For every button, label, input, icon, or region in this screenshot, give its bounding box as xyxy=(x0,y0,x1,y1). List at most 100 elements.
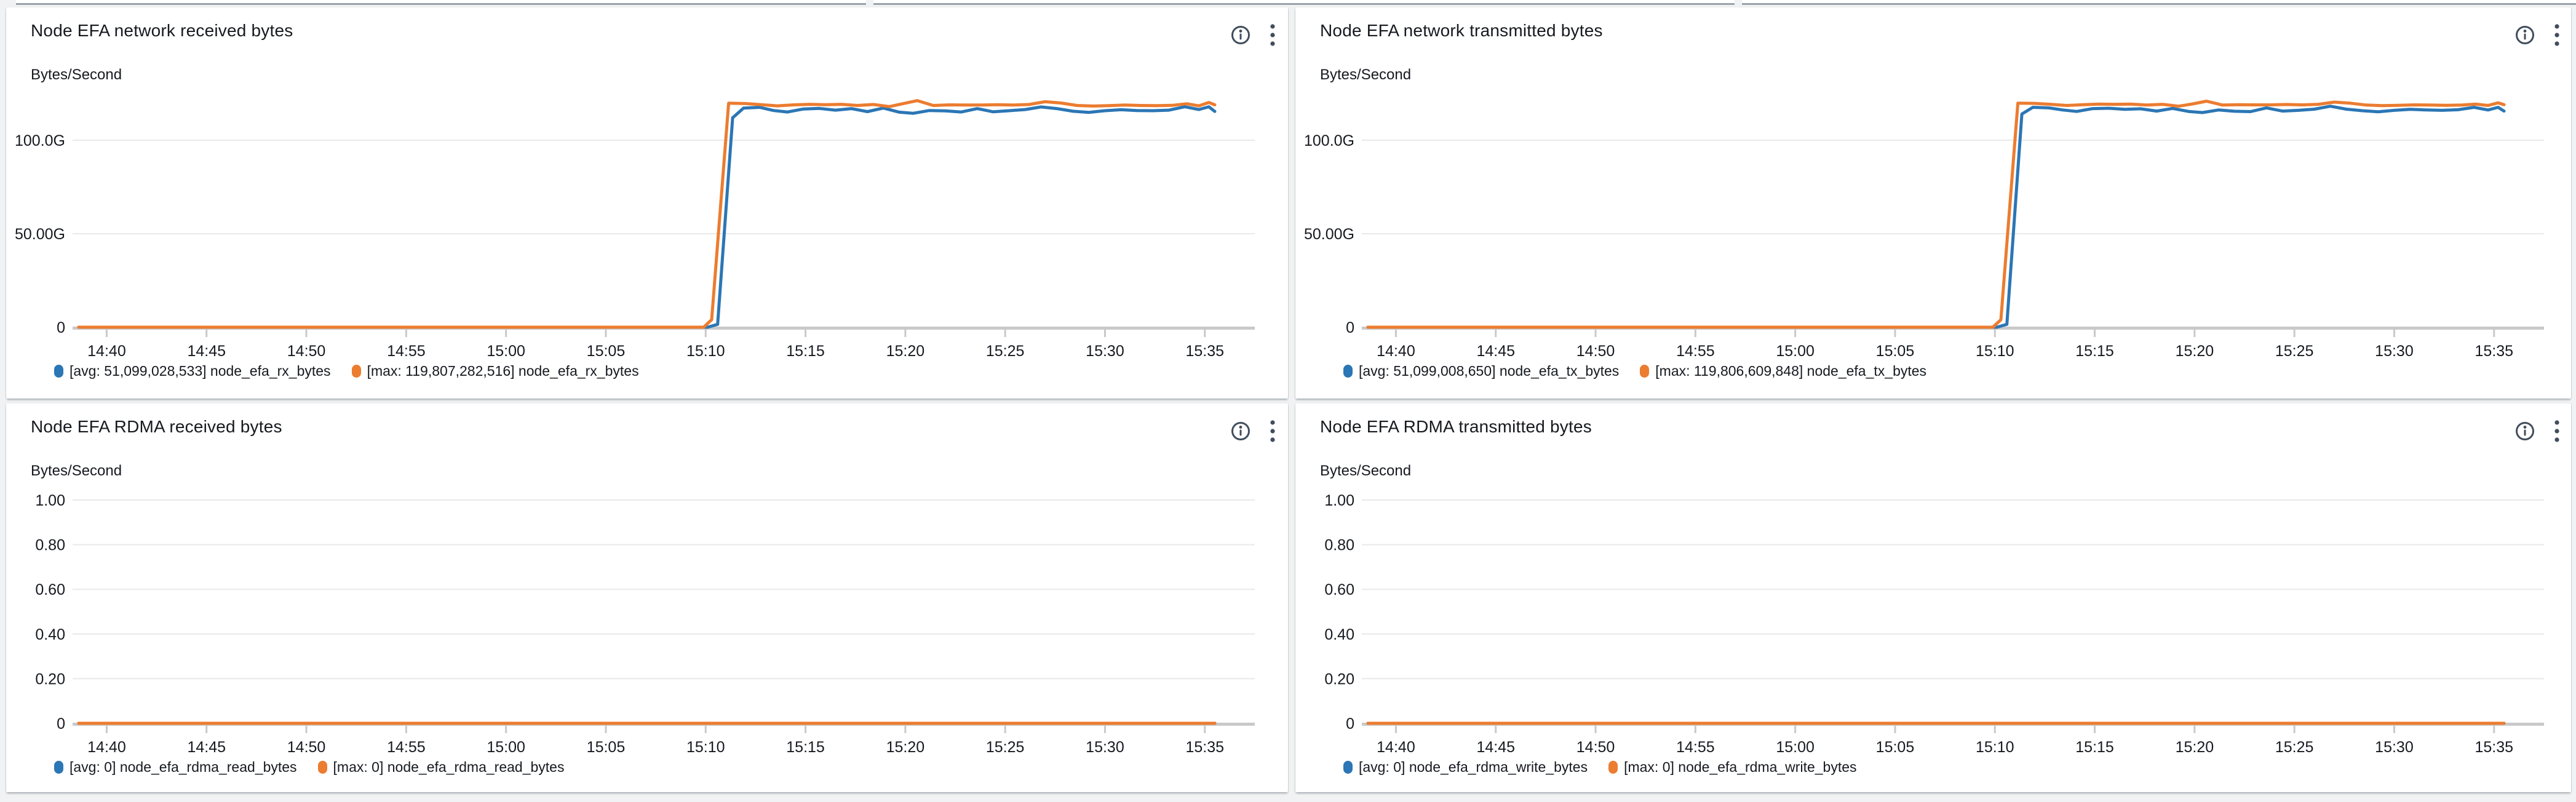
x-axis-ticks: 14:40 14:45 14:50 14:55 15:00 15:05 15:10 15:15… xyxy=(87,330,1224,360)
x-tick-label: 14:50 xyxy=(1576,739,1615,756)
y-tick-label: 0 xyxy=(57,715,65,733)
legend-label: [avg: 0] node_efa_rdma_read_bytes xyxy=(70,759,297,775)
card-above-bottom-edge xyxy=(873,0,1735,5)
y-axis-labels: 100.0G 50.00G 0 xyxy=(15,132,65,336)
legend-item[interactable]: [avg: 0] node_efa_rdma_write_bytes xyxy=(1343,759,1588,776)
legend-item[interactable]: [avg: 0] node_efa_rdma_read_bytes xyxy=(54,759,297,776)
x-tick-label: 15:35 xyxy=(1185,343,1224,360)
x-tick-label: 15:00 xyxy=(1776,343,1815,360)
kebab-menu-icon[interactable] xyxy=(2554,23,2560,47)
x-tick-label: 15:20 xyxy=(886,739,925,756)
x-tick-label: 14:40 xyxy=(1377,343,1415,360)
x-tick-label: 15:35 xyxy=(2475,343,2513,360)
x-tick-label: 15:25 xyxy=(986,739,1025,756)
legend-color-swatch xyxy=(54,761,63,774)
legend: [avg: 51,099,028,533] node_efa_rx_bytes [… xyxy=(54,363,639,379)
y-tick-label: 0 xyxy=(57,319,65,336)
legend-color-swatch xyxy=(351,365,361,378)
legend-color-swatch xyxy=(1343,761,1353,774)
chart-title: Node EFA RDMA transmitted bytes xyxy=(1320,417,1592,436)
y-tick-label: 0.80 xyxy=(1324,537,1354,554)
legend-label: [avg: 0] node_efa_rdma_write_bytes xyxy=(1359,759,1588,775)
chart-plot[interactable]: 14:40 14:45 14:50 14:55 15:00 15:05 15:10 15:15… xyxy=(6,7,1288,399)
y-tick-label: 0 xyxy=(1346,319,1354,336)
chart-title: Node EFA RDMA received bytes xyxy=(31,417,282,436)
y-tick-label: 0.60 xyxy=(1324,581,1354,598)
x-tick-label: 15:30 xyxy=(1086,343,1124,360)
info-icon[interactable] xyxy=(1230,25,1251,46)
chart-card-efa-network-transmitted: 14:40 14:45 14:50 14:55 15:00 15:05 15:10 15:15… xyxy=(1295,7,2571,399)
y-axis-labels: 1.00 0.80 0.60 0.40 0.20 0 xyxy=(1324,492,1354,733)
x-tick-label: 14:55 xyxy=(387,739,426,756)
x-tick-label: 15:05 xyxy=(587,343,626,360)
series-line-avg xyxy=(77,105,1217,329)
y-tick-label: 0.40 xyxy=(1324,626,1354,643)
x-tick-label: 15:10 xyxy=(1976,343,2014,360)
y-axis-unit-label: Bytes/Second xyxy=(1320,66,1412,83)
y-tick-label: 0.40 xyxy=(35,626,65,643)
y-tick-label: 0.60 xyxy=(35,581,65,598)
series-line-max xyxy=(1366,100,2506,329)
card-above-bottom-edge xyxy=(16,0,866,5)
legend-item[interactable]: [max: 119,806,609,848] node_efa_tx_bytes xyxy=(1640,363,1926,379)
x-tick-label: 15:10 xyxy=(686,739,725,756)
x-tick-label: 15:10 xyxy=(1976,739,2014,756)
x-tick-label: 14:55 xyxy=(1676,739,1715,756)
legend-item[interactable]: [avg: 51,099,028,533] node_efa_rx_bytes xyxy=(54,363,331,379)
chart-plot[interactable]: 14:40 14:45 14:50 14:55 15:00 15:05 15:10 15:15… xyxy=(1295,403,2571,792)
x-tick-label: 15:30 xyxy=(2375,739,2414,756)
legend-label: [max: 0] node_efa_rdma_read_bytes xyxy=(333,759,565,775)
x-tick-label: 15:20 xyxy=(886,343,925,360)
legend-label: [avg: 51,099,008,650] node_efa_tx_bytes xyxy=(1359,363,1620,379)
x-axis-ticks: 14:40 14:45 14:50 14:55 15:00 15:05 15:10 15:15… xyxy=(1377,726,2513,756)
y-axis-unit-label: Bytes/Second xyxy=(31,463,122,479)
legend-label: [max: 0] node_efa_rdma_write_bytes xyxy=(1624,759,1857,775)
chart-card-efa-rdma-transmitted: 14:40 14:45 14:50 14:55 15:00 15:05 15:10 15:15… xyxy=(1295,403,2571,792)
x-tick-label: 14:45 xyxy=(187,739,226,756)
x-tick-label: 15:25 xyxy=(2275,739,2314,756)
legend-item[interactable]: [max: 0] node_efa_rdma_write_bytes xyxy=(1608,759,1857,776)
legend: [avg: 0] node_efa_rdma_write_bytes [max: … xyxy=(1343,759,1857,776)
kebab-menu-icon[interactable] xyxy=(2554,419,2560,443)
x-tick-label: 14:45 xyxy=(1476,739,1515,756)
x-tick-label: 15:00 xyxy=(487,739,525,756)
info-icon[interactable] xyxy=(1230,421,1251,442)
legend-label: [max: 119,807,282,516] node_efa_rx_bytes xyxy=(367,363,639,379)
y-tick-label: 50.00G xyxy=(1304,226,1354,243)
x-tick-label: 15:35 xyxy=(2475,739,2513,756)
y-tick-label: 0 xyxy=(1346,715,1354,733)
card-above-bottom-edge xyxy=(1742,0,2576,5)
x-tick-label: 15:25 xyxy=(2275,343,2314,360)
legend-item[interactable]: [max: 119,807,282,516] node_efa_rx_bytes xyxy=(351,363,639,379)
x-tick-label: 15:05 xyxy=(587,739,626,756)
kebab-menu-icon[interactable] xyxy=(1270,419,1276,443)
info-icon[interactable] xyxy=(2514,421,2535,442)
y-axis-labels: 100.0G 50.00G 0 xyxy=(1304,132,1354,336)
series-line-avg xyxy=(1366,105,2506,329)
y-tick-label: 1.00 xyxy=(1324,492,1354,509)
legend-color-swatch xyxy=(1343,365,1353,378)
legend-label: [avg: 51,099,028,533] node_efa_rx_bytes xyxy=(70,363,331,379)
y-tick-label: 0.80 xyxy=(35,537,65,554)
info-icon[interactable] xyxy=(2514,25,2535,46)
x-tick-label: 14:50 xyxy=(287,739,326,756)
chart-plot[interactable]: 14:40 14:45 14:50 14:55 15:00 15:05 15:10 15:15… xyxy=(6,403,1288,792)
x-axis-ticks: 14:40 14:45 14:50 14:55 15:00 15:05 15:10 15:15… xyxy=(87,726,1224,756)
chart-title: Node EFA network transmitted bytes xyxy=(1320,21,1603,40)
chart-card-efa-rdma-received: 14:40 14:45 14:50 14:55 15:00 15:05 15:10 15:15… xyxy=(6,403,1288,792)
x-tick-label: 15:15 xyxy=(786,739,825,756)
x-tick-label: 14:50 xyxy=(287,343,326,360)
x-tick-label: 15:15 xyxy=(2075,739,2114,756)
legend-color-swatch xyxy=(317,761,327,774)
legend: [avg: 51,099,008,650] node_efa_tx_bytes [… xyxy=(1343,363,1926,379)
y-axis-unit-label: Bytes/Second xyxy=(31,66,122,83)
chart-plot[interactable]: 14:40 14:45 14:50 14:55 15:00 15:05 15:10 15:15… xyxy=(1295,7,2571,399)
x-tick-label: 15:05 xyxy=(1876,739,1915,756)
legend-item[interactable]: [avg: 51,099,008,650] node_efa_tx_bytes xyxy=(1343,363,1619,379)
kebab-menu-icon[interactable] xyxy=(1270,23,1276,47)
legend-color-swatch xyxy=(54,365,63,378)
legend-item[interactable]: [max: 0] node_efa_rdma_read_bytes xyxy=(317,759,565,776)
y-axis-labels: 1.00 0.80 0.60 0.40 0.20 0 xyxy=(35,492,65,733)
legend: [avg: 0] node_efa_rdma_read_bytes [max: 0… xyxy=(54,759,564,776)
x-tick-label: 15:30 xyxy=(2375,343,2414,360)
